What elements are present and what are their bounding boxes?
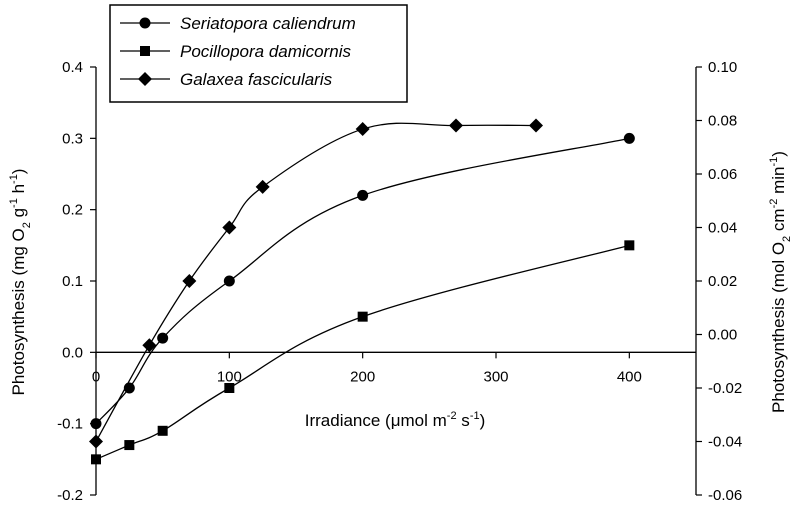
series-line-diamond [95, 122, 537, 442]
data-point-circle [90, 418, 102, 430]
data-point-diamond [222, 220, 237, 235]
y-right-tick-label: 0.06 [708, 166, 737, 183]
data-point-circle [157, 332, 169, 344]
y-right-tick-label: -0.02 [708, 380, 742, 397]
y-left-tick-label: 0.3 [62, 130, 83, 147]
y-right-tick-label: -0.04 [708, 434, 742, 451]
data-point-square [91, 454, 101, 465]
data-point-square [124, 440, 135, 451]
x-tick-label: 200 [350, 368, 375, 385]
x-axis-title: Irradiance (μmol m-2 s-1) [305, 410, 486, 430]
x-tick-label: 0 [92, 368, 100, 385]
y-right-tick-label: 0.02 [708, 273, 737, 290]
data-point-circle [357, 189, 369, 201]
data-point-square [224, 383, 235, 393]
y-left-tick-label: 0.0 [62, 344, 83, 361]
y-right-tick-label: 0.10 [708, 59, 737, 76]
y-right-tick-label: 0.08 [708, 113, 737, 130]
y-right-tick-label: 0.00 [708, 327, 737, 344]
x-tick-label: 100 [217, 368, 242, 385]
data-point-circle [623, 132, 635, 144]
data-point-diamond [255, 179, 270, 194]
data-point-circle [223, 275, 235, 287]
data-point-square [624, 240, 635, 251]
data-point-circle [123, 382, 135, 394]
y-left-tick-label: 0.1 [62, 273, 83, 290]
y-right-tick-label: 0.04 [708, 220, 737, 237]
data-point-diamond [529, 118, 543, 133]
legend-marker-diamond [138, 72, 152, 86]
y-left-tick-label: 0.2 [62, 202, 83, 219]
data-point-diamond [89, 434, 103, 449]
x-tick-label: 300 [483, 368, 508, 385]
x-tick-label: 400 [617, 368, 642, 385]
y-left-tick-label: -0.1 [57, 416, 83, 433]
data-point-square [157, 425, 168, 436]
data-point-diamond [449, 118, 463, 133]
y-axis-left-title: Photosynthesis (mg O2 g-1 h-1) [8, 169, 33, 396]
y-left-tick-label: 0.4 [62, 59, 83, 76]
data-point-diamond [142, 338, 157, 353]
data-point-square [357, 311, 368, 322]
legend-marker-circle [139, 17, 151, 29]
legend-entry-seriatopora: Seriatopora caliendrum [120, 14, 356, 33]
legend-entry-pocillopora: Pocillopora damicornis [120, 42, 352, 61]
data-point-diamond [182, 274, 197, 288]
data-point-diamond [355, 122, 370, 137]
legend-marker-square [140, 46, 150, 56]
legend-label-seriatopora: Seriatopora caliendrum [180, 14, 356, 33]
legend-label-pocillopora: Pocillopora damicornis [180, 42, 352, 61]
y-right-tick-label: -0.06 [708, 487, 742, 504]
y-axis-right-title: Photosynthesis (mol O2 cm-2 min-1) [768, 151, 793, 413]
legend: Seriatopora caliendrum Pocillopora damic… [109, 4, 408, 103]
legend-box [109, 4, 408, 103]
legend-label-galaxea: Galaxea fascicularis [180, 70, 333, 89]
y-left-tick-label: -0.2 [57, 487, 83, 504]
legend-entry-galaxea: Galaxea fascicularis [120, 70, 333, 89]
